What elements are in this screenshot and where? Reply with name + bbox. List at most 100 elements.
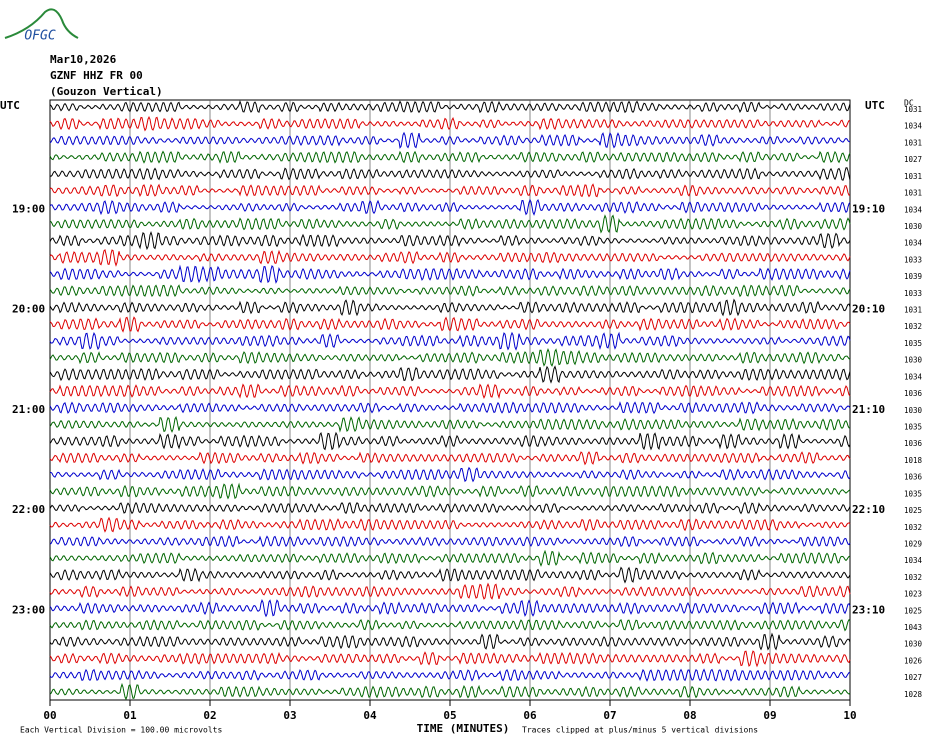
dc-offset: 1023	[904, 590, 922, 599]
x-tick-label: 08	[683, 709, 696, 722]
trace	[49, 131, 851, 149]
dc-offset: 1032	[904, 322, 922, 331]
trace	[49, 331, 851, 351]
dc-offset: 1039	[904, 272, 922, 281]
dc-offset: 1031	[904, 105, 922, 114]
x-tick-label: 03	[283, 709, 296, 722]
dc-offset: 1025	[904, 606, 922, 615]
dc-offset: 1031	[904, 172, 922, 181]
hour-label: 21:10	[852, 403, 885, 416]
trace	[49, 214, 851, 234]
trace	[49, 534, 851, 548]
trace	[49, 401, 851, 415]
x-tick-label: 06	[523, 709, 537, 722]
trace	[49, 383, 851, 400]
x-tick-label: 07	[603, 709, 616, 722]
dc-offset: 1027	[904, 155, 922, 164]
trace	[49, 248, 851, 267]
x-tick-label: 05	[443, 709, 456, 722]
dc-offset: 1028	[904, 690, 923, 699]
trace	[50, 466, 851, 483]
dc-offset: 1035	[904, 489, 922, 498]
x-tick-label: 10	[843, 709, 856, 722]
left-axis-label: UTC	[0, 99, 20, 112]
station: GZNF HHZ FR 00	[50, 69, 143, 82]
dc-offset: 1034	[904, 239, 923, 248]
trace	[49, 482, 851, 500]
dc-offset: 1034	[904, 372, 923, 381]
logo-swoosh	[4, 8, 79, 39]
dc-offset: 1030	[904, 640, 923, 649]
trace	[49, 298, 851, 317]
logo: OFGC	[24, 29, 55, 44]
trace	[49, 198, 851, 216]
dc-label: DC	[904, 99, 914, 108]
trace	[49, 566, 851, 584]
trace	[49, 599, 851, 618]
hour-label: 20:10	[852, 303, 885, 316]
dc-offset: 1018	[904, 456, 923, 465]
dc-offset: 1025	[904, 506, 922, 515]
x-tick-label: 09	[763, 709, 776, 722]
dc-offset: 1030	[904, 222, 923, 231]
dc-offset: 1034	[904, 205, 923, 214]
trace	[49, 365, 851, 384]
hour-label: 22:00	[12, 503, 45, 516]
hour-label: 23:00	[12, 603, 45, 616]
x-tick-label: 01	[123, 709, 137, 722]
dc-offset: 1031	[904, 189, 922, 198]
trace	[49, 167, 851, 181]
trace	[49, 415, 851, 433]
hour-label: 20:00	[12, 303, 45, 316]
trace	[49, 348, 851, 367]
trace	[49, 284, 851, 298]
hour-label: 19:00	[12, 202, 45, 215]
trace	[49, 668, 851, 682]
dc-offset: 1036	[904, 439, 923, 448]
trace	[49, 632, 851, 651]
trace	[49, 618, 851, 632]
trace	[49, 231, 851, 251]
date: Mar10,2026	[50, 53, 117, 66]
x-axis-title: TIME (MINUTES)	[417, 722, 510, 735]
dc-offset: 1035	[904, 422, 922, 431]
dc-offset: 1043	[904, 623, 922, 632]
dc-offset: 1032	[904, 573, 922, 582]
x-tick-label: 04	[363, 709, 377, 722]
dc-offset: 1029	[904, 539, 922, 548]
clip-note: Traces clipped at plus/minus 5 vertical …	[522, 726, 758, 735]
trace	[49, 264, 851, 284]
dc-offset: 1034	[904, 122, 923, 131]
hour-label: 21:00	[12, 403, 45, 416]
dc-offset: 1032	[904, 523, 922, 532]
trace	[49, 316, 851, 333]
dc-offset: 1036	[904, 389, 923, 398]
dc-offset: 1031	[904, 306, 922, 315]
location: (Gouzon Vertical)	[50, 85, 163, 98]
right-axis-label: UTC	[865, 99, 885, 112]
trace	[49, 650, 851, 668]
dc-offset: 1030	[904, 406, 923, 415]
dc-offset: 1036	[904, 473, 923, 482]
hour-label: 23:10	[852, 603, 885, 616]
dc-offset: 1031	[904, 138, 922, 147]
trace	[49, 501, 851, 515]
trace	[49, 100, 851, 114]
trace	[49, 516, 851, 533]
trace	[49, 549, 851, 567]
scale-note: Each Vertical Division = 100.00 microvol…	[20, 726, 222, 735]
hour-label: 19:10	[852, 202, 885, 215]
dc-offset: 1030	[904, 356, 923, 365]
trace	[49, 682, 851, 701]
dc-offset: 1035	[904, 339, 922, 348]
trace	[49, 451, 851, 466]
x-tick-label: 00	[43, 709, 56, 722]
trace	[49, 183, 851, 198]
trace	[49, 150, 851, 164]
hour-label: 22:10	[852, 503, 885, 516]
dc-offset: 1033	[904, 289, 922, 298]
trace	[49, 431, 851, 451]
dc-offset: 1027	[904, 673, 922, 682]
dc-offset: 1026	[904, 656, 923, 665]
